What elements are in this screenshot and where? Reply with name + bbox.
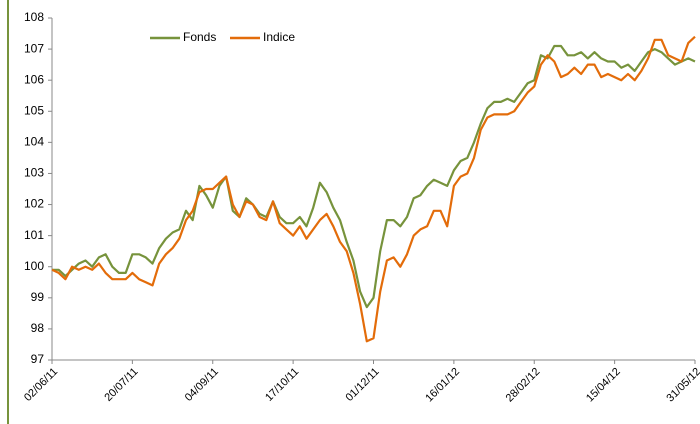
y-tick-label: 101 [24, 228, 44, 242]
x-tick-label: 20/07/11 [102, 366, 140, 404]
x-tick-label: 15/04/12 [584, 366, 623, 405]
y-tick-label: 97 [31, 352, 45, 366]
y-tick-label: 103 [24, 166, 44, 180]
y-tick-label: 106 [24, 72, 44, 86]
y-tick-label: 107 [24, 41, 44, 55]
y-tick-label: 108 [24, 10, 44, 24]
x-tick-label: 28/02/12 [504, 366, 543, 405]
y-tick-label: 104 [24, 135, 44, 149]
y-tick-label: 98 [31, 321, 45, 335]
x-tick-label: 01/12/11 [343, 366, 381, 404]
y-tick-label: 99 [31, 290, 45, 304]
y-tick-label: 102 [24, 197, 44, 211]
x-tick-label: 17/10/11 [263, 366, 301, 404]
series-line [51, 35, 696, 343]
series-line [52, 44, 696, 309]
x-tick-label: 31/05/12 [664, 366, 700, 405]
x-tick-label: 02/06/11 [22, 366, 60, 404]
y-tick-label: 100 [24, 259, 44, 273]
x-tick-label: 16/01/12 [423, 366, 462, 405]
y-tick-label: 105 [24, 103, 44, 117]
legend-label: Fonds [183, 30, 216, 44]
legend-label: Indice [263, 30, 295, 44]
x-tick-label: 04/09/11 [183, 366, 221, 404]
